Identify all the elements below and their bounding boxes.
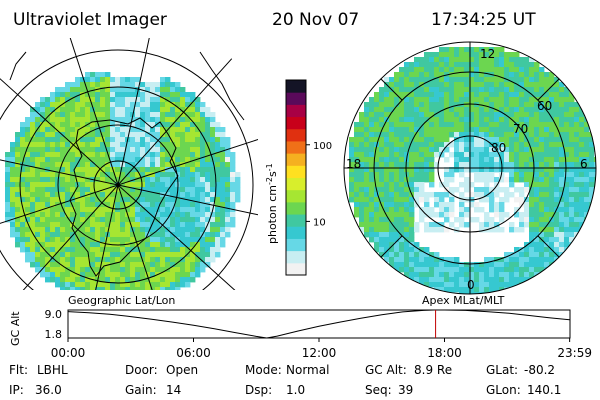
filter-value: LBHL — [37, 363, 68, 377]
colorbar-swatch — [286, 116, 306, 130]
door-value: Open — [166, 363, 198, 377]
gain-label: Gain: — [125, 383, 157, 397]
right-map-label: Apex MLat/MLT — [422, 294, 505, 307]
timeline-frame — [67, 309, 571, 339]
colorbar: 10 100 photon cm-2s-1 — [265, 79, 332, 276]
seq-label: Seq: — [365, 383, 392, 397]
glon-label: GLon: — [486, 383, 521, 397]
mode-label: Mode: — [245, 363, 282, 377]
xtick-label: 12:00 — [302, 346, 337, 360]
colorbar-swatch — [286, 140, 306, 154]
xtick-label: 18:00 — [427, 346, 462, 360]
colorbar-swatch — [286, 128, 306, 142]
mlt-label-0: 0 — [467, 278, 475, 292]
right-map: 12 18 6 0 60 70 80 — [343, 41, 597, 295]
mlt-label-18: 18 — [346, 157, 361, 171]
ytick-label-top: 9.0 — [45, 308, 63, 321]
colorbar-swatch — [286, 214, 306, 227]
colorbar-tick-label: 10 — [313, 217, 326, 228]
colorbar-swatch — [286, 177, 306, 191]
colorbar-swatch — [286, 165, 306, 178]
colorbar-swatch — [286, 262, 306, 276]
mode-value: Normal — [286, 363, 329, 377]
colorbar-swatch — [286, 189, 306, 203]
colorbar-swatch — [286, 201, 306, 215]
altitude-series-line — [67, 309, 570, 339]
mlt-label-6: 6 — [580, 157, 588, 171]
filter-label: Flt: — [9, 363, 28, 377]
ip-label: IP: — [9, 383, 24, 397]
status-panel: Flt: LBHL Door: Open Mode: Normal GC Alt… — [9, 363, 561, 397]
gcalt-value: 8.9 Re — [414, 363, 452, 377]
door-label: Door: — [125, 363, 158, 377]
lat-label-80: 80 — [491, 141, 506, 155]
colorbar-swatch — [286, 226, 306, 239]
ytick-label-bottom: 1.8 — [45, 328, 63, 341]
colorbar-swatch — [286, 92, 306, 105]
colorbar-swatch — [286, 153, 306, 166]
dsp-value: 1.0 — [286, 383, 305, 397]
colorbar-frame — [285, 79, 307, 276]
xtick-label: 06:00 — [176, 346, 211, 360]
colorbar-label: photon cm-2s-1 — [265, 163, 279, 244]
lat-label-60: 60 — [537, 99, 552, 113]
xtick-label: 23:59 — [557, 346, 592, 360]
xtick-label: 00:00 — [51, 346, 86, 360]
gcalt-label: GC Alt: — [365, 363, 407, 377]
glon-value: 140.1 — [527, 383, 561, 397]
lat-label-70: 70 — [513, 122, 528, 136]
seq-value: 39 — [398, 383, 413, 397]
colorbar-swatch — [286, 80, 306, 93]
dsp-label: Dsp: — [245, 383, 272, 397]
ip-value: 36.0 — [35, 383, 62, 397]
time-label: 17:34:25 UT — [431, 10, 536, 30]
mlt-label-12: 12 — [480, 47, 495, 61]
date-label: 20 Nov 07 — [272, 10, 359, 30]
colorbar-swatch — [286, 104, 306, 118]
timeline-ylabel: GC Alt — [9, 311, 22, 346]
left-map-label: Geographic Lat/Lon — [68, 294, 175, 307]
left-map — [0, 38, 258, 290]
instrument-title: Ultraviolet Imager — [13, 10, 167, 30]
altitude-timeline: GC Alt 9.0 1.8 00:00 06:00 12:00 18:00 23:59 — [9, 308, 592, 360]
glat-label: GLat: — [486, 363, 518, 377]
colorbar-swatch — [286, 250, 306, 264]
colorbar-tick-label: 100 — [313, 141, 332, 152]
gain-value: 14 — [166, 383, 181, 397]
glat-value: -80.2 — [524, 363, 555, 377]
colorbar-swatch — [286, 238, 306, 252]
